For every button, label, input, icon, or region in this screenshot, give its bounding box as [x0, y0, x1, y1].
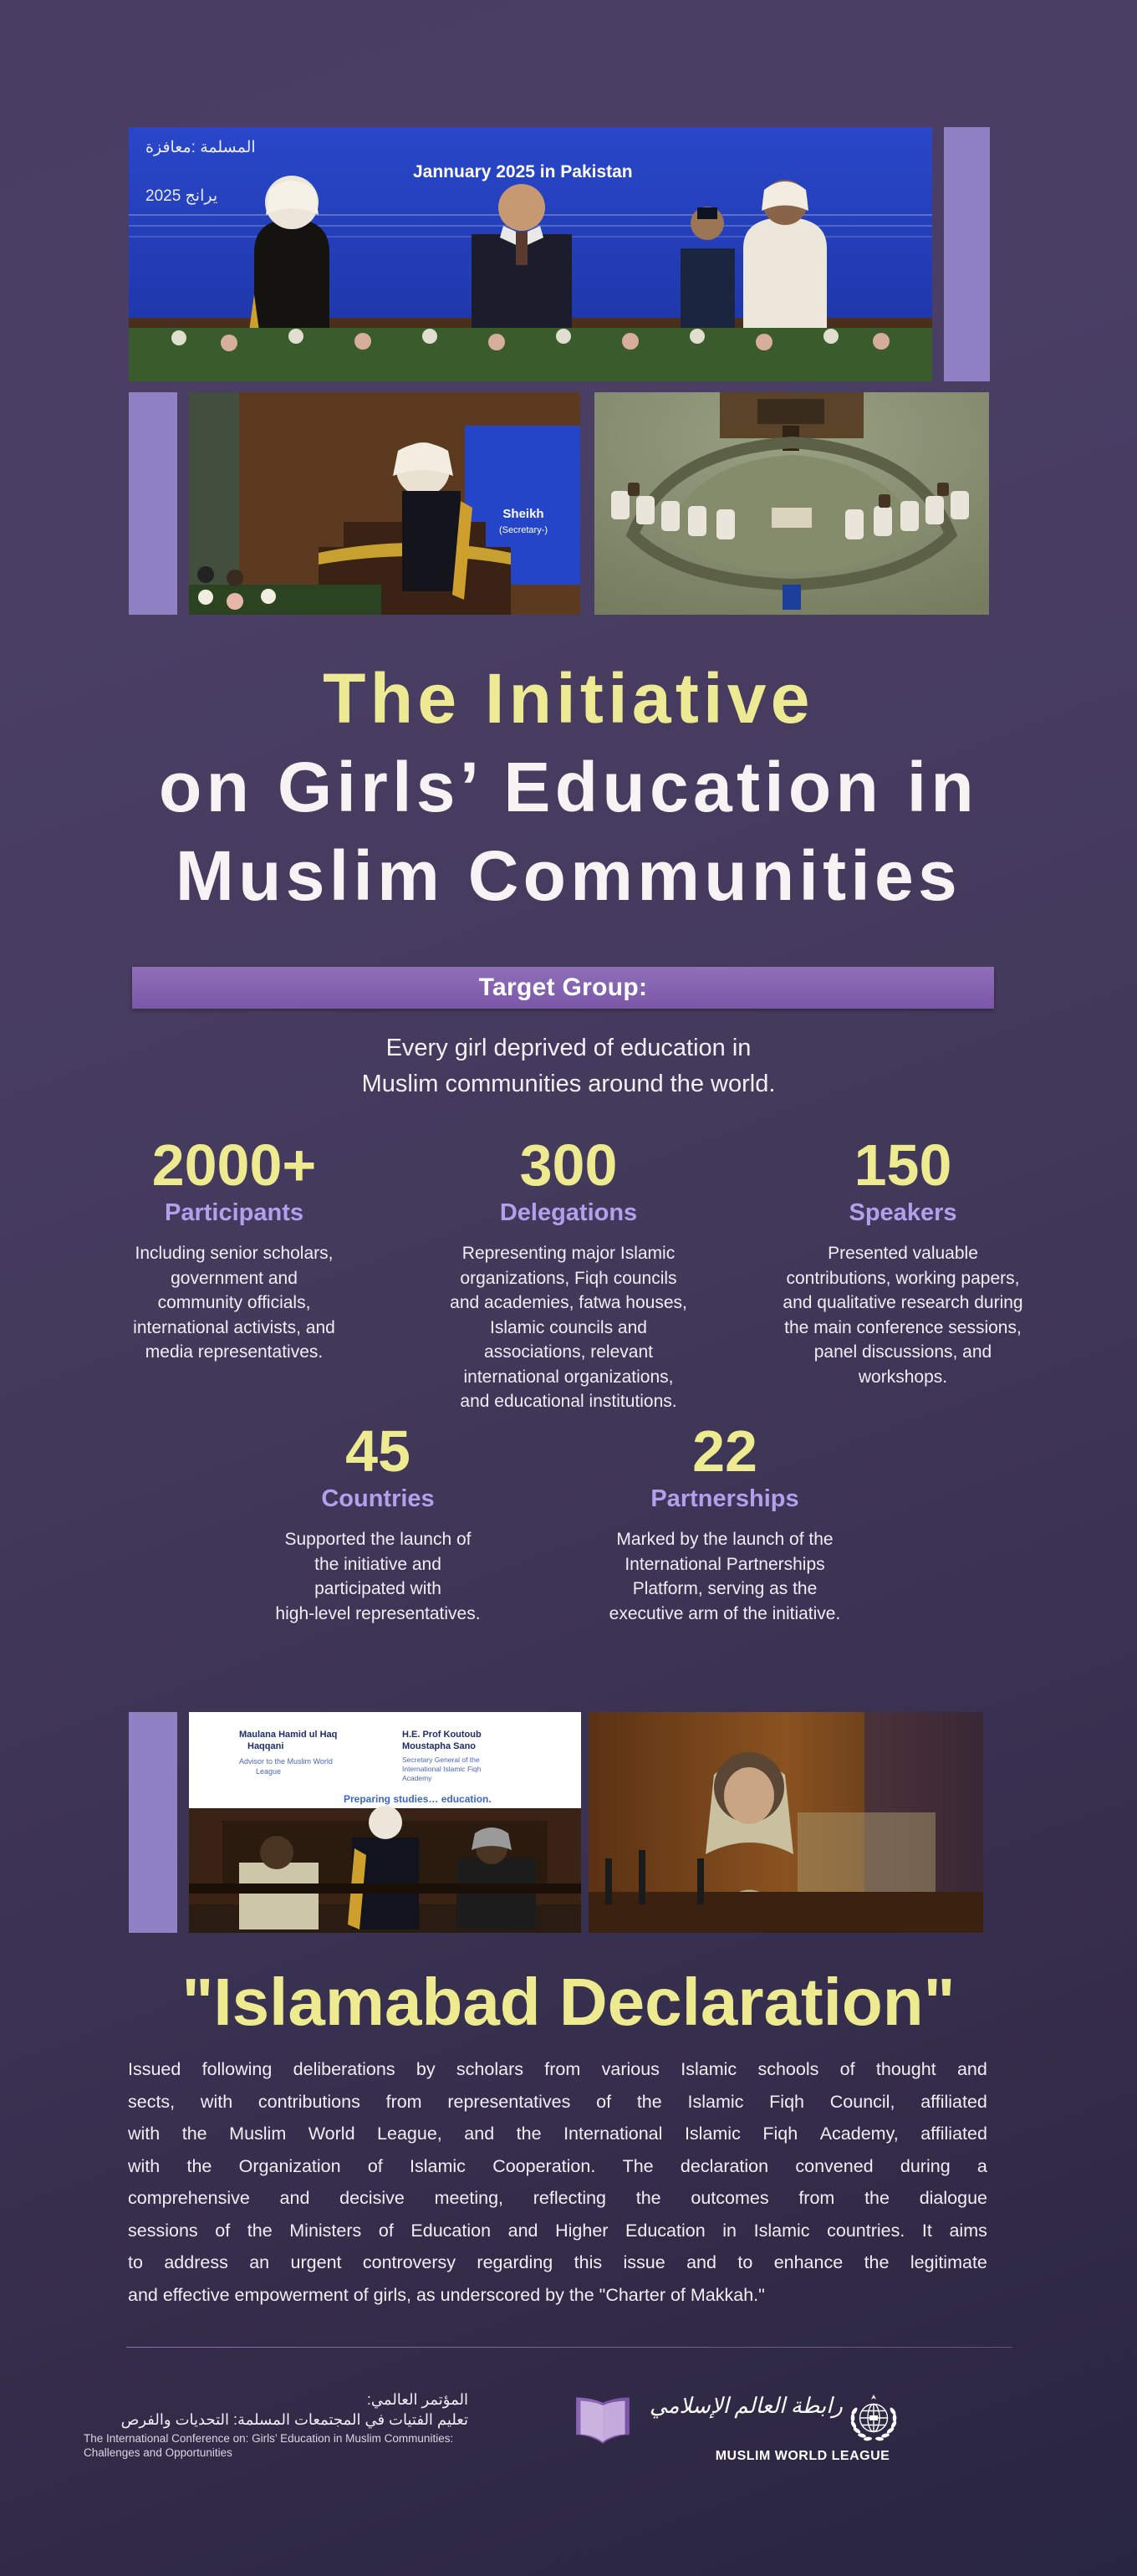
svg-text:Sheikh: Sheikh	[502, 507, 543, 521]
svg-text:Academy: Academy	[402, 1774, 432, 1782]
svg-text:League: League	[256, 1767, 281, 1776]
svg-text:(Secretary-): (Secretary-)	[499, 525, 548, 535]
svg-text:H.E. Prof Koutoub: H.E. Prof Koutoub	[402, 1730, 482, 1740]
svg-text:Secretary General of the: Secretary General of the	[402, 1756, 480, 1764]
svg-text:Advisor to the Muslim World: Advisor to the Muslim World	[239, 1757, 333, 1766]
svg-text:Preparing studies… education.: Preparing studies… education.	[344, 1793, 492, 1805]
svg-text:Haqqani: Haqqani	[247, 1741, 283, 1751]
svg-text:International Islamic Fiqh: International Islamic Fiqh	[402, 1765, 482, 1773]
svg-text:Maulana Hamid ul Haq: Maulana Hamid ul Haq	[239, 1730, 337, 1740]
svg-text:Jannuary 2025 in Pakistan: Jannuary 2025 in Pakistan	[413, 162, 633, 181]
svg-text:المسلمة :معافزة: المسلمة :معافزة	[145, 139, 256, 156]
svg-text:Moustapha Sano: Moustapha Sano	[402, 1741, 476, 1751]
svg-text:2025 يرانج: 2025 يرانج	[145, 187, 217, 205]
